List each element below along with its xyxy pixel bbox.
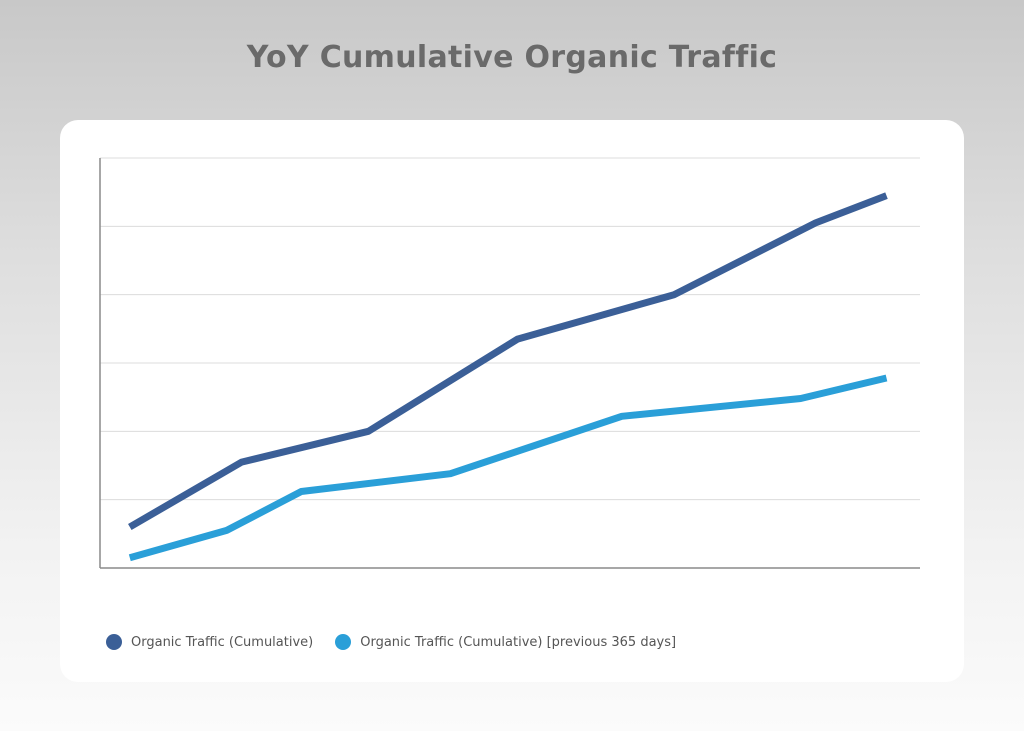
legend-item-series-2: Organic Traffic (Cumulative) [previous 3… [335,634,676,650]
legend-label: Organic Traffic (Cumulative) [131,634,314,650]
legend: Organic Traffic (Cumulative) Organic Tra… [106,634,698,650]
chart-title: YoY Cumulative Organic Traffic [246,40,778,75]
series-line-2 [128,374,888,562]
line-chart [99,157,920,569]
series-line-1 [128,192,888,531]
legend-item-series-1: Organic Traffic (Cumulative) [106,634,313,650]
legend-label: Organic Traffic (Cumulative) [previous 3… [360,634,677,650]
chart-card: Organic Traffic (Cumulative) Organic Tra… [60,120,964,682]
legend-marker [106,634,122,650]
legend-marker [335,634,352,650]
